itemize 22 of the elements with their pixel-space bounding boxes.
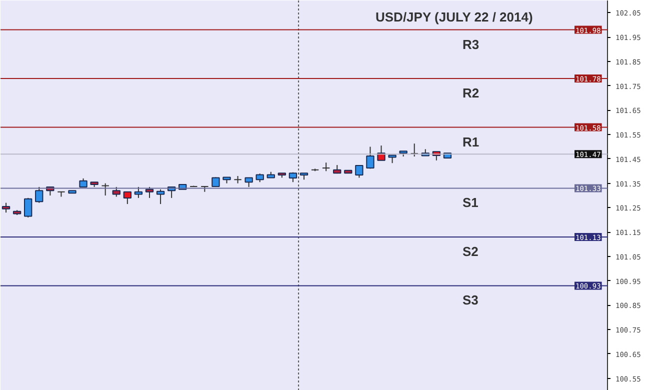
ref-line-label: R3 [462,36,480,52]
text: USD/JPY (JULY 22 / 2014) [376,10,533,24]
candlestick [2,202,10,214]
ref-line-label: R1 [462,134,480,150]
candlestick [112,186,120,198]
candlestick [355,165,364,178]
candlestick [156,188,165,205]
ref-line-label: S3 [462,292,478,308]
candlestick [410,143,418,157]
candlestick [244,177,253,188]
ref-line-label: S1 [462,195,478,210]
candlestick [234,176,242,184]
candlestick [24,197,32,218]
candlestick [134,186,143,198]
candlestick [123,191,132,205]
candlestick [212,176,220,187]
candlestick [145,186,154,198]
candlestick [366,146,374,170]
ref-line-label: R2 [462,86,480,100]
candlestick [35,186,44,204]
candlestick [101,182,110,196]
ref-line-label: S2 [462,244,478,259]
